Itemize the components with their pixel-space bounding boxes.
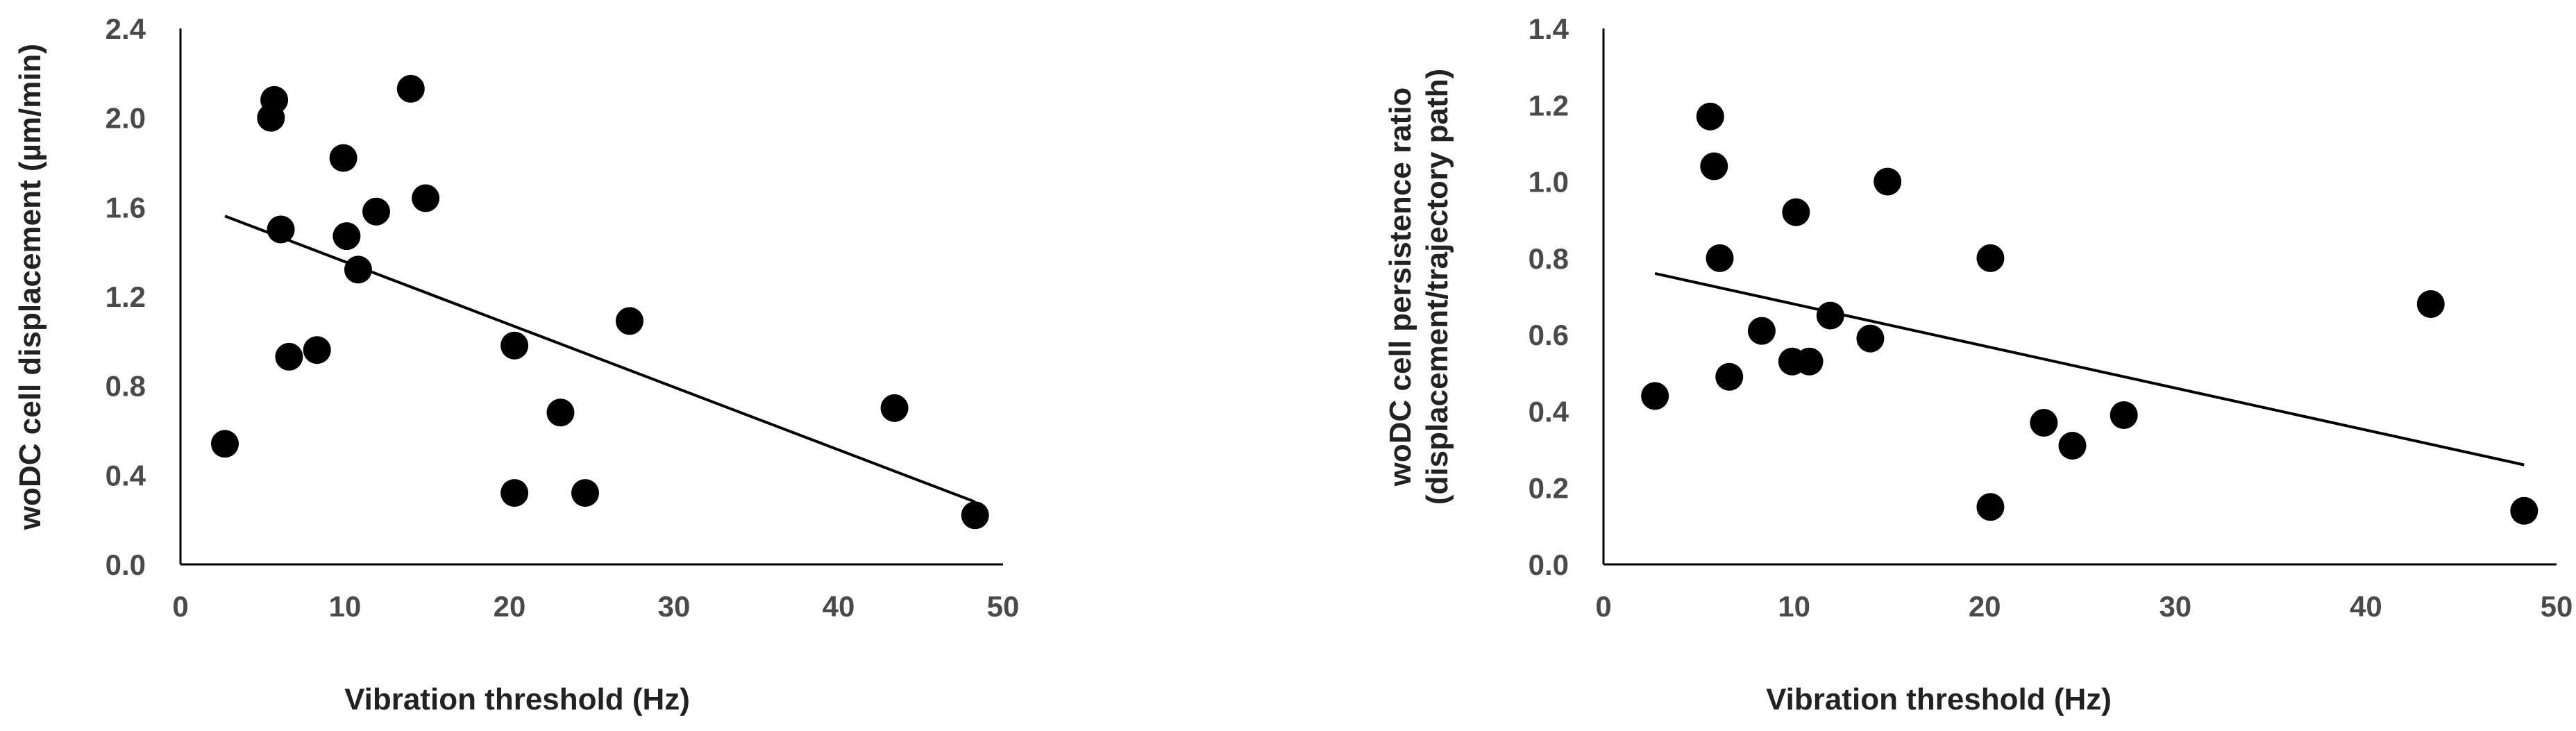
trendline — [224, 215, 976, 503]
data-point — [210, 430, 239, 458]
data-point — [2058, 432, 2087, 460]
x-tick-label: 40 — [823, 590, 855, 623]
data-point — [1696, 102, 1724, 131]
x-tick-label: 0 — [1595, 590, 1611, 623]
data-point — [344, 255, 372, 284]
x-tick-label: 20 — [1969, 590, 2001, 623]
data-point — [1856, 324, 1885, 353]
data-point — [1706, 244, 1734, 272]
x-tick-label: 10 — [329, 590, 362, 623]
data-point — [1715, 362, 1744, 391]
y-tick-label: 0.8 — [106, 370, 146, 403]
x-axis-title: Vibration threshold (Hz) — [1766, 682, 2112, 716]
y-tick-label: 2.4 — [106, 12, 146, 45]
data-point — [267, 215, 295, 244]
y-tick-label: 0.4 — [1529, 395, 1569, 428]
y-tick-label: 1.2 — [106, 280, 146, 313]
data-point — [362, 197, 391, 226]
data-point — [880, 394, 909, 422]
x-tick-label: 40 — [2350, 590, 2382, 623]
data-point — [257, 103, 285, 132]
data-point — [329, 144, 357, 172]
data-point — [303, 336, 331, 364]
y-axis-title-line-2: (displacement/trajectory path) — [1420, 69, 1454, 505]
x-axis-title: Vibration threshold (Hz) — [344, 682, 690, 716]
y-tick-label: 0.8 — [1529, 242, 1569, 275]
y-tick-label: 0.0 — [1529, 548, 1569, 581]
y-tick-label: 2.0 — [106, 102, 146, 135]
persistence-ratio-chart: Vibration threshold (Hz) woDC cell persi… — [1383, 12, 2573, 716]
data-point — [1782, 198, 1810, 226]
data-point — [961, 501, 989, 530]
y-tick-label: 1.2 — [1529, 89, 1569, 121]
x-tick-label: 0 — [172, 590, 188, 623]
data-point — [500, 479, 529, 507]
data-point — [1976, 244, 2005, 272]
y-tick-label: 0.2 — [1529, 472, 1569, 505]
data-point — [1976, 493, 2005, 521]
data-point — [1700, 152, 1728, 180]
displacement-chart: Vibration threshold (Hz) woDC cell displ… — [13, 12, 1019, 716]
data-point — [2030, 408, 2058, 437]
x-tick-label: 30 — [2159, 590, 2191, 623]
data-point — [1641, 382, 1669, 410]
data-point — [571, 479, 600, 507]
data-point — [2416, 290, 2445, 319]
y-tick-label: 0.6 — [1529, 319, 1569, 351]
data-point — [396, 74, 425, 103]
y-tick-label: 1.4 — [1529, 12, 1569, 45]
data-point — [2110, 401, 2138, 429]
x-tick-label: 30 — [658, 590, 691, 623]
y-axis-title-line-1: woDC cell persistence ratio — [1383, 87, 1417, 487]
data-point — [412, 184, 440, 212]
trendline — [1654, 271, 2525, 467]
y-tick-label: 0.0 — [106, 548, 146, 581]
data-point — [275, 342, 303, 371]
data-point — [616, 307, 644, 335]
data-point — [1795, 347, 1824, 376]
y-tick-label: 1.0 — [1529, 166, 1569, 199]
data-point — [2510, 496, 2539, 525]
y-tick-label: 1.6 — [106, 191, 146, 224]
x-tick-label: 20 — [494, 590, 526, 623]
data-point — [1816, 301, 1844, 330]
data-point — [1874, 167, 1902, 196]
data-point — [332, 222, 361, 251]
x-tick-label: 50 — [987, 590, 1020, 623]
data-point — [1747, 317, 1776, 345]
y-axis-title: woDC cell displacement (µm/min) — [13, 44, 47, 530]
x-tick-label: 10 — [1778, 590, 1810, 623]
data-point — [500, 331, 529, 360]
x-tick-label: 50 — [2541, 590, 2573, 623]
y-tick-label: 0.4 — [106, 459, 146, 491]
data-point — [546, 398, 575, 427]
